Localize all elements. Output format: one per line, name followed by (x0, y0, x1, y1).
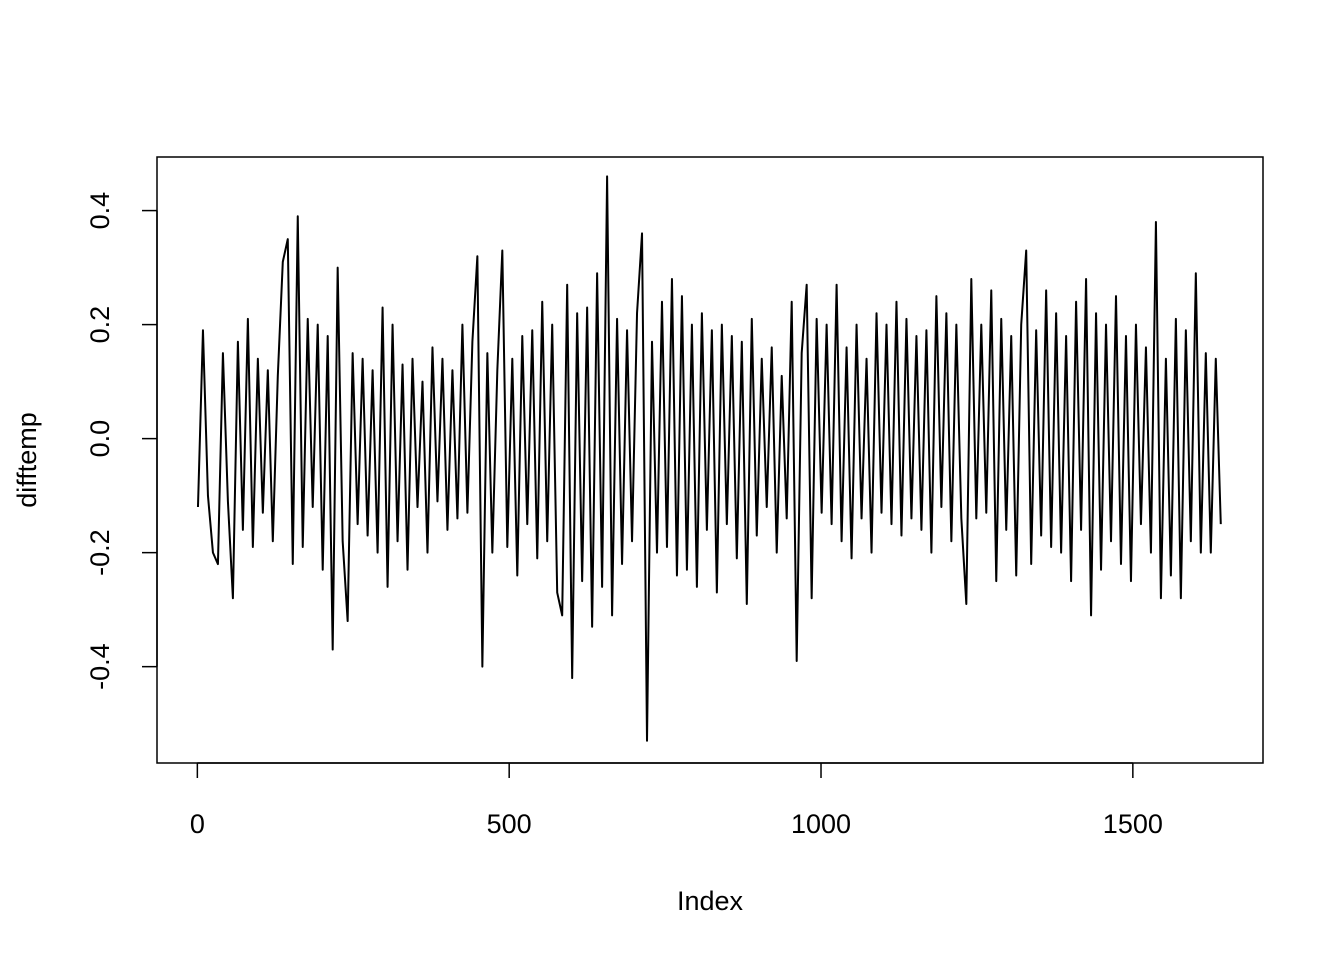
x-axis-title: Index (677, 886, 744, 916)
y-tick-label: -0.4 (85, 643, 115, 690)
x-tick-label: 1000 (791, 809, 851, 839)
x-tick-label: 1500 (1103, 809, 1163, 839)
y-tick-label: 0.4 (85, 192, 115, 230)
x-tick-label: 0 (190, 809, 205, 839)
y-tick-label: -0.2 (85, 529, 115, 576)
y-axis-title: difftemp (12, 412, 42, 508)
y-tick-label: 0.2 (85, 306, 115, 344)
y-tick-label: 0.0 (85, 420, 115, 458)
data-line (196, 175, 1222, 742)
x-tick-label: 500 (487, 809, 532, 839)
plot-box (156, 156, 1264, 764)
